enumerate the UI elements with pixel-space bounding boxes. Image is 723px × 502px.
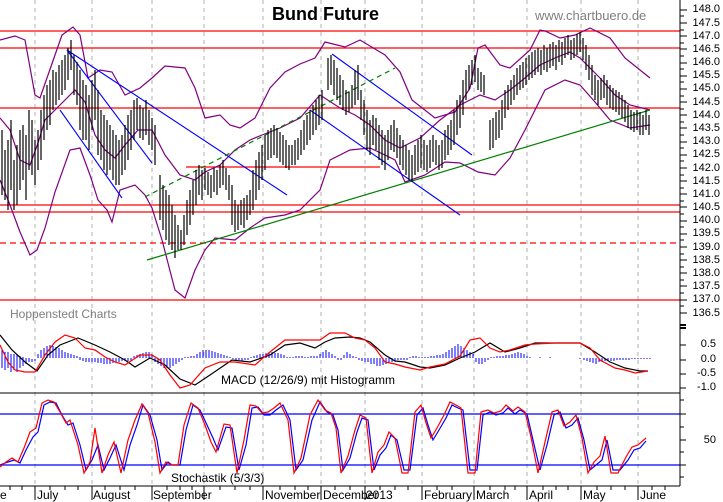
- y-tick: 145.5: [692, 69, 720, 81]
- y-tick: 145.0: [692, 82, 720, 94]
- stoch-k-line: [0, 398, 647, 476]
- y-tick: 148.0: [692, 3, 720, 15]
- source-label: Hoppenstedt Charts: [10, 307, 117, 321]
- y-tick: 147.5: [692, 17, 720, 29]
- y-tick: 143.5: [692, 122, 720, 134]
- y-tick: -1.0: [697, 381, 716, 393]
- price-candles: [1, 32, 650, 258]
- x-tick-label: September: [153, 488, 212, 502]
- uptrend-lines: [144, 67, 651, 261]
- x-tick-label: February: [424, 488, 473, 502]
- y-tick: 50: [703, 434, 716, 446]
- y-tick: 139.5: [692, 227, 720, 239]
- x-tick-label: November: [265, 488, 321, 502]
- y-tick: 137.0: [692, 293, 720, 305]
- downtrend-lines: [59, 49, 473, 216]
- y-tick: 139.0: [692, 241, 720, 253]
- y-axis: [679, 0, 687, 486]
- y-tick: 146.0: [692, 56, 720, 68]
- y-tick: 141.5: [692, 175, 720, 187]
- y-tick: 142.5: [692, 148, 720, 160]
- y-tick: 140.5: [692, 201, 720, 213]
- x-tick-label: 2013: [366, 488, 393, 502]
- chart-title: Bund Future: [272, 4, 379, 24]
- y-tick: 146.5: [692, 43, 720, 55]
- x-tick-label: July: [37, 488, 59, 502]
- x-tick-label: June: [640, 488, 667, 502]
- macd-label: MACD (12/26/9) mit Histogramm: [221, 373, 396, 387]
- macd-signal-line: [0, 332, 649, 389]
- y-tick: 140.0: [692, 214, 720, 226]
- y-tick: 0.5: [700, 338, 716, 350]
- y-tick: 142.0: [692, 162, 720, 174]
- macd-lines: [0, 332, 649, 389]
- x-tick-label: May: [583, 488, 606, 502]
- y-tick: 138.5: [692, 254, 720, 266]
- stochastic-lines: [0, 398, 647, 476]
- y-tick: 137.5: [692, 280, 720, 292]
- macd-line: [0, 334, 648, 386]
- y-tick: 147.0: [692, 30, 720, 42]
- stochastic-label: Stochastik (5/3/3): [171, 471, 265, 485]
- x-axis-ticks: [9, 486, 666, 500]
- stoch-d-line: [0, 400, 647, 473]
- x-tick-label: August: [93, 488, 131, 502]
- x-tick-label: March: [476, 488, 510, 502]
- y-tick: 144.5: [692, 96, 720, 108]
- watermark: www.chartbuero.de: [535, 8, 647, 23]
- y-tick: 138.0: [692, 267, 720, 279]
- x-tick-label: e: [0, 488, 7, 502]
- macd-histogram: [1, 344, 651, 372]
- y-tick: 136.5: [692, 307, 720, 319]
- y-tick: 144.0: [692, 109, 720, 121]
- y-tick: -0.5: [697, 367, 716, 379]
- resistance-support-lines: [0, 30, 680, 301]
- y-tick: 0.0: [700, 353, 716, 365]
- y-tick: 143.0: [692, 135, 720, 147]
- y-tick: 141.0: [692, 188, 720, 200]
- x-tick-label: December: [323, 488, 379, 502]
- x-tick-label: April: [529, 488, 554, 502]
